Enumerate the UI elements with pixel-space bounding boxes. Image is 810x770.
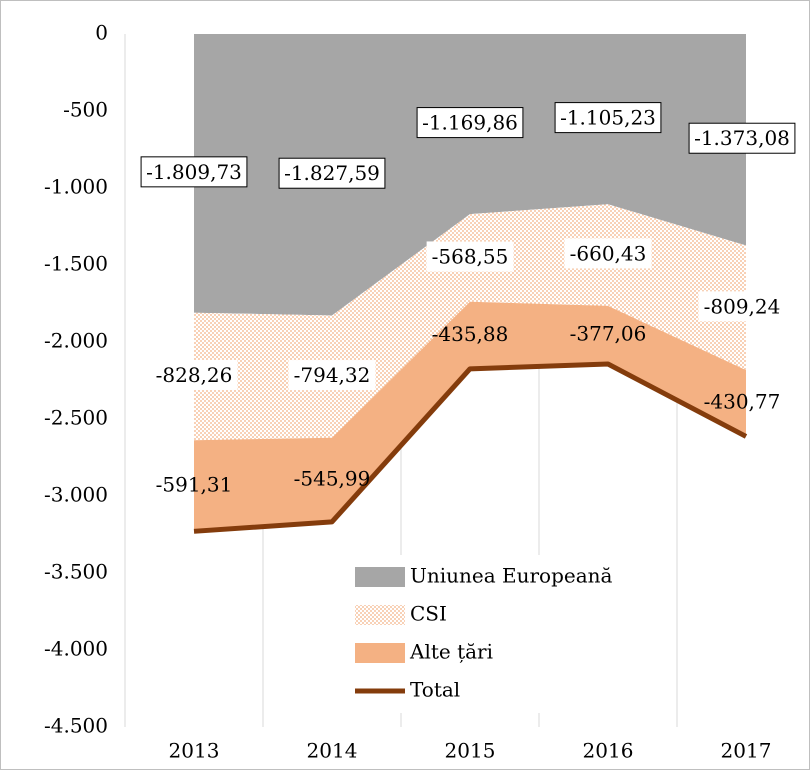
legend-swatch	[355, 605, 405, 625]
data-label-box	[278, 157, 386, 189]
y-tick-label: -1.500	[44, 252, 108, 276]
y-tick-label: -1.000	[44, 175, 108, 199]
data-label-box	[688, 122, 796, 154]
data-label-box	[416, 107, 524, 139]
y-tick-label: -3.000	[44, 483, 108, 507]
legend-swatch	[355, 643, 405, 663]
data-label: -568,55	[432, 244, 509, 268]
y-tick-label: -2.500	[44, 406, 108, 430]
data-label: -660,43	[570, 242, 647, 266]
data-label: -1.169,86	[422, 111, 518, 135]
data-label: -545,99	[294, 466, 371, 490]
legend-label: Uniunea Europeană	[410, 564, 613, 588]
y-tick-label: -4.500	[44, 714, 108, 738]
legend-label: Total	[410, 678, 460, 702]
legend-swatch	[355, 567, 405, 587]
y-tick-label: -500	[63, 98, 108, 122]
data-label: -377,06	[570, 321, 647, 345]
y-tick-label: -3.500	[44, 560, 108, 584]
total-line	[193, 361, 748, 534]
y-tick-label: -4.000	[44, 637, 108, 661]
data-label-box	[150, 359, 238, 390]
x-tick-label: 2014	[307, 739, 358, 763]
data-label: -809,24	[704, 294, 781, 318]
legend-label: Alte țări	[409, 640, 493, 664]
data-label: -828,26	[156, 363, 233, 387]
data-label-box	[288, 360, 376, 391]
y-tick-label: 0	[95, 21, 108, 45]
data-label: -1.809,73	[146, 160, 242, 184]
data-label-box	[698, 291, 786, 322]
x-tick-label: 2017	[721, 739, 772, 763]
x-tick-label: 2015	[445, 739, 496, 763]
data-label-box	[140, 156, 248, 188]
area	[194, 301, 746, 532]
data-label: -430,77	[704, 390, 781, 414]
x-tick-label: 2016	[583, 739, 634, 763]
data-label: -1.105,23	[560, 106, 656, 130]
data-label: -1.373,08	[694, 126, 790, 150]
data-label-box	[426, 241, 514, 272]
data-label-box	[564, 238, 652, 269]
data-label: -794,32	[294, 363, 371, 387]
data-label-box	[554, 102, 662, 134]
data-label: -591,31	[156, 472, 233, 496]
legend-label: CSI	[410, 602, 447, 626]
data-label: -1.827,59	[284, 161, 380, 185]
y-tick-label: -2.000	[44, 329, 108, 353]
x-tick-label: 2013	[169, 739, 220, 763]
data-label: -435,88	[432, 322, 509, 346]
